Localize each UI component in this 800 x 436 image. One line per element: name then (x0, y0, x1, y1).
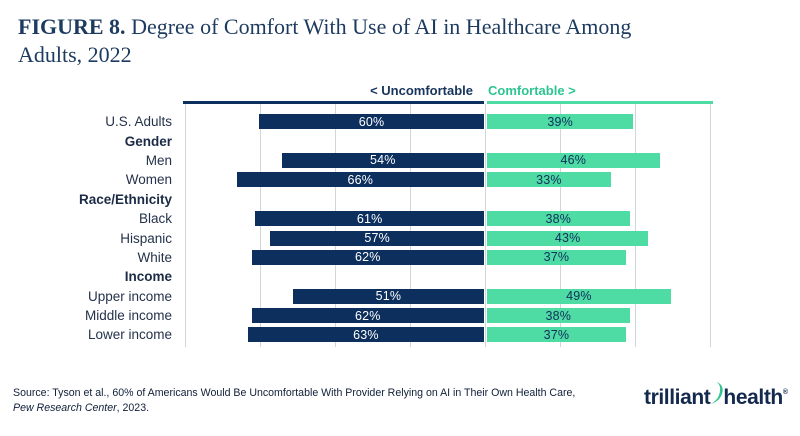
figure-number-label: FIGURE 8. (18, 14, 126, 39)
chart-data-row: Men 54% 46% (0, 151, 713, 170)
category-label: Black (138, 211, 172, 227)
trilliant-health-logo: trilliant health ® (644, 382, 788, 410)
gridline (485, 104, 486, 347)
legend-uncomfortable-label: < Uncomfortable (370, 83, 473, 98)
chart-data-row: Lower income 63% 37% (0, 325, 713, 344)
category-label: Upper income (87, 288, 172, 304)
comfortable-zone: 43% (487, 228, 713, 247)
logo-word-health: health (723, 386, 783, 409)
figure-title-line2: Adults, 2022 (18, 42, 132, 67)
uncomfortable-zone (185, 267, 484, 286)
chart-data-row: Women 66% 33% (0, 170, 713, 189)
comfortable-bar: 38% (487, 211, 630, 227)
chart-section-header-row: Gender (0, 131, 713, 150)
uncomfortable-bar: 61% (255, 211, 484, 227)
figure-title-line1: Degree of Comfort With Use of AI in Heal… (131, 14, 632, 39)
source-publication: Pew Research Center (13, 401, 117, 414)
gridline (710, 104, 711, 347)
uncomfortable-zone (185, 131, 484, 150)
comfortable-bar: 39% (487, 114, 634, 130)
comfortable-zone: 46% (487, 151, 713, 170)
chart-section-header-row: Income (0, 267, 713, 286)
logo-swoosh-icon (711, 382, 724, 404)
category-label: Middle income (84, 308, 172, 324)
category-label: U.S. Adults (105, 114, 172, 130)
comfortable-bar: 37% (487, 327, 626, 343)
logo-word-trilliant: trilliant (644, 386, 711, 409)
source-note: Source: Tyson et al., 60% of Americans W… (13, 386, 575, 415)
chart-data-row: Hispanic 57% 43% (0, 228, 713, 247)
source-year: , 2023. (116, 401, 150, 414)
chart-data-row: White 62% 37% (0, 248, 713, 267)
chart-section-header-row: Race/Ethnicity (0, 190, 713, 209)
uncomfortable-bar: 62% (251, 308, 484, 324)
comfortable-zone (487, 267, 713, 286)
comfortable-bar: 37% (487, 249, 626, 265)
registered-mark: ® (782, 389, 788, 396)
comfortable-axis-line (487, 101, 713, 104)
uncomfortable-bar: 63% (247, 327, 484, 343)
uncomfortable-bar: 54% (281, 152, 484, 168)
uncomfortable-zone: 63% (185, 325, 484, 344)
comfortable-zone: 37% (487, 248, 713, 267)
uncomfortable-bar: 62% (251, 249, 484, 265)
legend-comfortable-label: Comfortable > (488, 83, 576, 98)
uncomfortable-bar: 57% (270, 230, 484, 246)
uncomfortable-zone: 62% (185, 306, 484, 325)
gridline (185, 104, 186, 347)
section-header-label: Income (124, 269, 172, 285)
uncomfortable-zone: 60% (185, 112, 484, 131)
comfortable-zone: 39% (487, 112, 713, 131)
uncomfortable-bar: 51% (292, 288, 484, 304)
uncomfortable-bar: 66% (236, 172, 484, 188)
category-label: Hispanic (120, 230, 172, 246)
comfortable-zone (487, 131, 713, 150)
section-header-label: Race/Ethnicity (78, 191, 172, 207)
comfortable-zone (487, 190, 713, 209)
comfortable-zone: 37% (487, 325, 713, 344)
comfortable-bar: 43% (487, 230, 649, 246)
category-label: Lower income (87, 327, 172, 343)
uncomfortable-zone: 54% (185, 151, 484, 170)
uncomfortable-zone: 61% (185, 209, 484, 228)
comfortable-zone: 38% (487, 209, 713, 228)
comfortable-zone: 33% (487, 170, 713, 189)
uncomfortable-zone (185, 190, 484, 209)
chart-rows: U.S. Adults 60% 39% Gender Men 54% 46% Women 66%… (0, 112, 713, 345)
comfortable-bar: 33% (487, 172, 611, 188)
chart-data-row: Middle income 62% 38% (0, 306, 713, 325)
uncomfortable-zone: 57% (185, 228, 484, 247)
uncomfortable-zone: 62% (185, 248, 484, 267)
gridline (635, 104, 636, 347)
figure-title: FIGURE 8. Degree of Comfort With Use of … (18, 13, 778, 69)
chart-data-row: U.S. Adults 60% 39% (0, 112, 713, 131)
uncomfortable-zone: 66% (185, 170, 484, 189)
section-header-label: Gender (124, 133, 172, 149)
comfortable-bar: 49% (487, 288, 671, 304)
uncomfortable-axis-line (183, 101, 484, 104)
comfortable-zone: 49% (487, 287, 713, 306)
chart-data-row: Black 61% 38% (0, 209, 713, 228)
comfortable-zone: 38% (487, 306, 713, 325)
uncomfortable-zone: 51% (185, 287, 484, 306)
comfortable-bar: 46% (487, 152, 660, 168)
category-label: White (137, 249, 172, 265)
uncomfortable-bar: 60% (259, 114, 484, 130)
category-label: Men (145, 152, 172, 168)
category-label: Women (125, 172, 172, 188)
source-line1: Source: Tyson et al., 60% of Americans W… (13, 387, 576, 399)
comfortable-bar: 38% (487, 308, 630, 324)
chart-data-row: Upper income 51% 49% (0, 287, 713, 306)
